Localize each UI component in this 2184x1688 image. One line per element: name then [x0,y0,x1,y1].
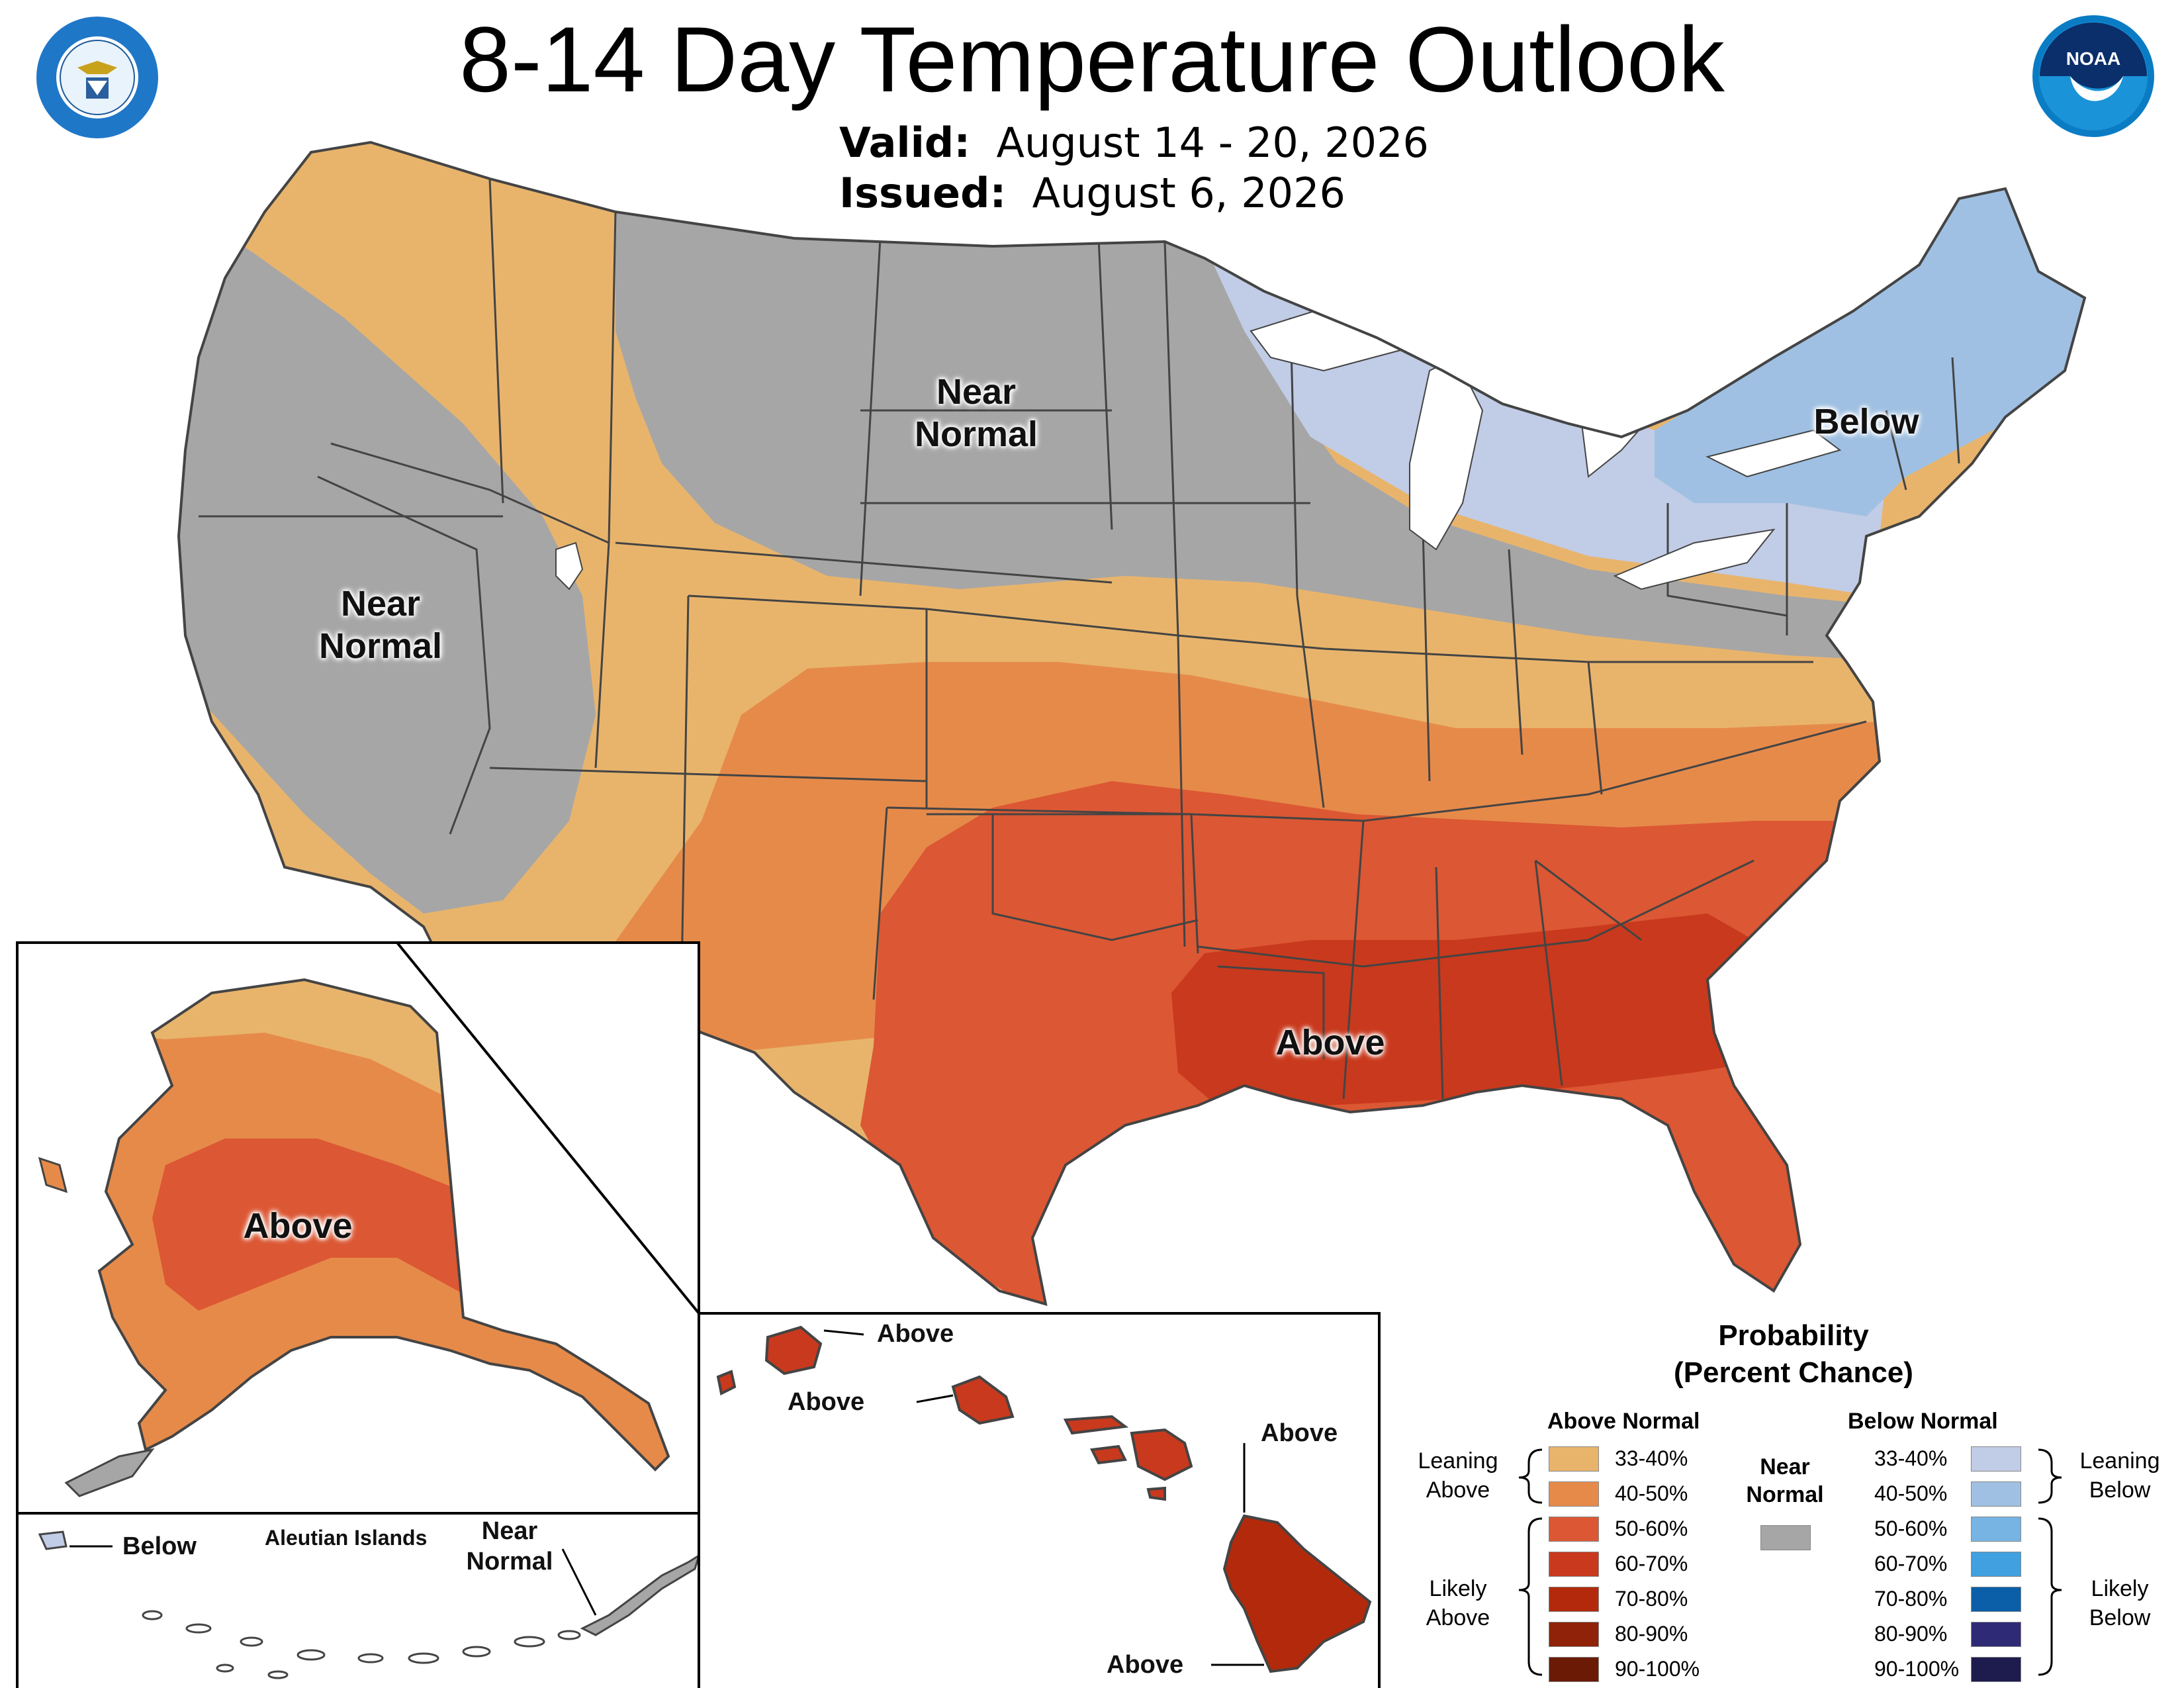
hawaii-label-kauai: Above [877,1320,954,1348]
legend-leaning-above: Leaning Above [1418,1448,1498,1503]
legend-above-swatch [1549,1446,1599,1472]
legend-below-range: 70-80% [1874,1587,1948,1611]
valid-dates: Valid: August 14 - 20, 2026 [839,118,1429,168]
hawaii-label-oahu: Above [788,1388,865,1416]
conus-below-40-50 [1655,185,2085,516]
noaa-logo-icon: NOAA [2030,13,2156,139]
legend-above-range: 60-70% [1615,1552,1688,1575]
legend-above-range: 33-40% [1615,1446,1688,1470]
legend-below-swatch [1971,1446,2021,1472]
legend-below-range: 60-70% [1874,1552,1948,1575]
legend-title: Probability (Percent Chance) [1674,1319,1913,1389]
legend-likely-above: Likely Above [1426,1576,1490,1630]
legend-below-swatch [1971,1481,2021,1507]
aleutian-inset [16,1512,701,1688]
legend-above-range: 90-100% [1615,1657,1700,1681]
alaska-inset [16,941,700,1515]
label-alaska-above: Above [243,1206,353,1246]
aleutian-label-near-normal: Near Normal [466,1517,553,1575]
legend-above-swatch [1549,1587,1599,1612]
issued-date: Issued: August 6, 2026 [839,168,1345,218]
hawaii-label-big-island: Above [1107,1651,1184,1679]
legend-below-swatch [1971,1622,2021,1647]
aleutian-label-below: Below [122,1532,197,1560]
page-title: 8-14 Day Temperature Outlook [459,7,1725,111]
label-south-above: Above [1275,1023,1385,1062]
legend-above-swatch [1549,1622,1599,1647]
issued-label: Issued: [839,169,1007,217]
legend-near-normal-swatch [1760,1525,1811,1550]
legend-below-swatch [1971,1552,2021,1577]
legend-below-range: 90-100% [1874,1657,1960,1681]
legend-below-range: 40-50% [1874,1481,1948,1505]
legend-above-range: 40-50% [1615,1481,1688,1505]
legend-near-normal-label: Near Normal [1746,1454,1824,1507]
legend-below-swatch [1971,1517,2021,1542]
conus-above-60-70 [1171,914,1774,1112]
legend-below-swatch [1971,1657,2021,1682]
legend-above-range: 80-90% [1615,1622,1688,1646]
label-plains-near-normal: Near Normal [914,372,1038,454]
great-salt-lake [555,541,584,590]
legend-below-range: 50-60% [1874,1517,1948,1540]
legend-above-range: 70-80% [1615,1587,1688,1611]
hawaii-inset [698,1312,1381,1688]
legend-below-swatch [1971,1587,2021,1612]
legend-below-range: 80-90% [1874,1622,1948,1646]
legend-above-header: Above Normal [1547,1409,1700,1434]
legend-above-swatch [1549,1657,1599,1682]
legend-above-swatch [1549,1481,1599,1507]
legend-below-header: Below Normal [1848,1409,1998,1434]
valid-label: Valid: [839,118,971,167]
valid-value: August 14 - 20, 2026 [996,118,1429,167]
legend-above-swatch [1549,1552,1599,1577]
aleutian-title: Aleutian Islands [265,1526,428,1550]
conus-near-normal-north [615,199,1919,662]
hawaii-label-maui: Above [1261,1419,1338,1447]
legend-above-swatch [1549,1517,1599,1542]
label-west-near-normal: Near Normal [318,584,443,666]
label-northeast-below: Below [1813,402,1919,442]
legend-above-range: 50-60% [1615,1517,1688,1540]
legend-likely-below: Likely Below [2089,1576,2151,1630]
issued-value: August 6, 2026 [1032,169,1345,217]
legend-below-range: 33-40% [1874,1446,1948,1470]
conus-state-borders [199,178,1960,1100]
commerce-seal-icon [34,15,160,140]
noaa-text: NOAA [2066,48,2120,69]
legend-leaning-below: Leaning Below [2079,1448,2160,1503]
